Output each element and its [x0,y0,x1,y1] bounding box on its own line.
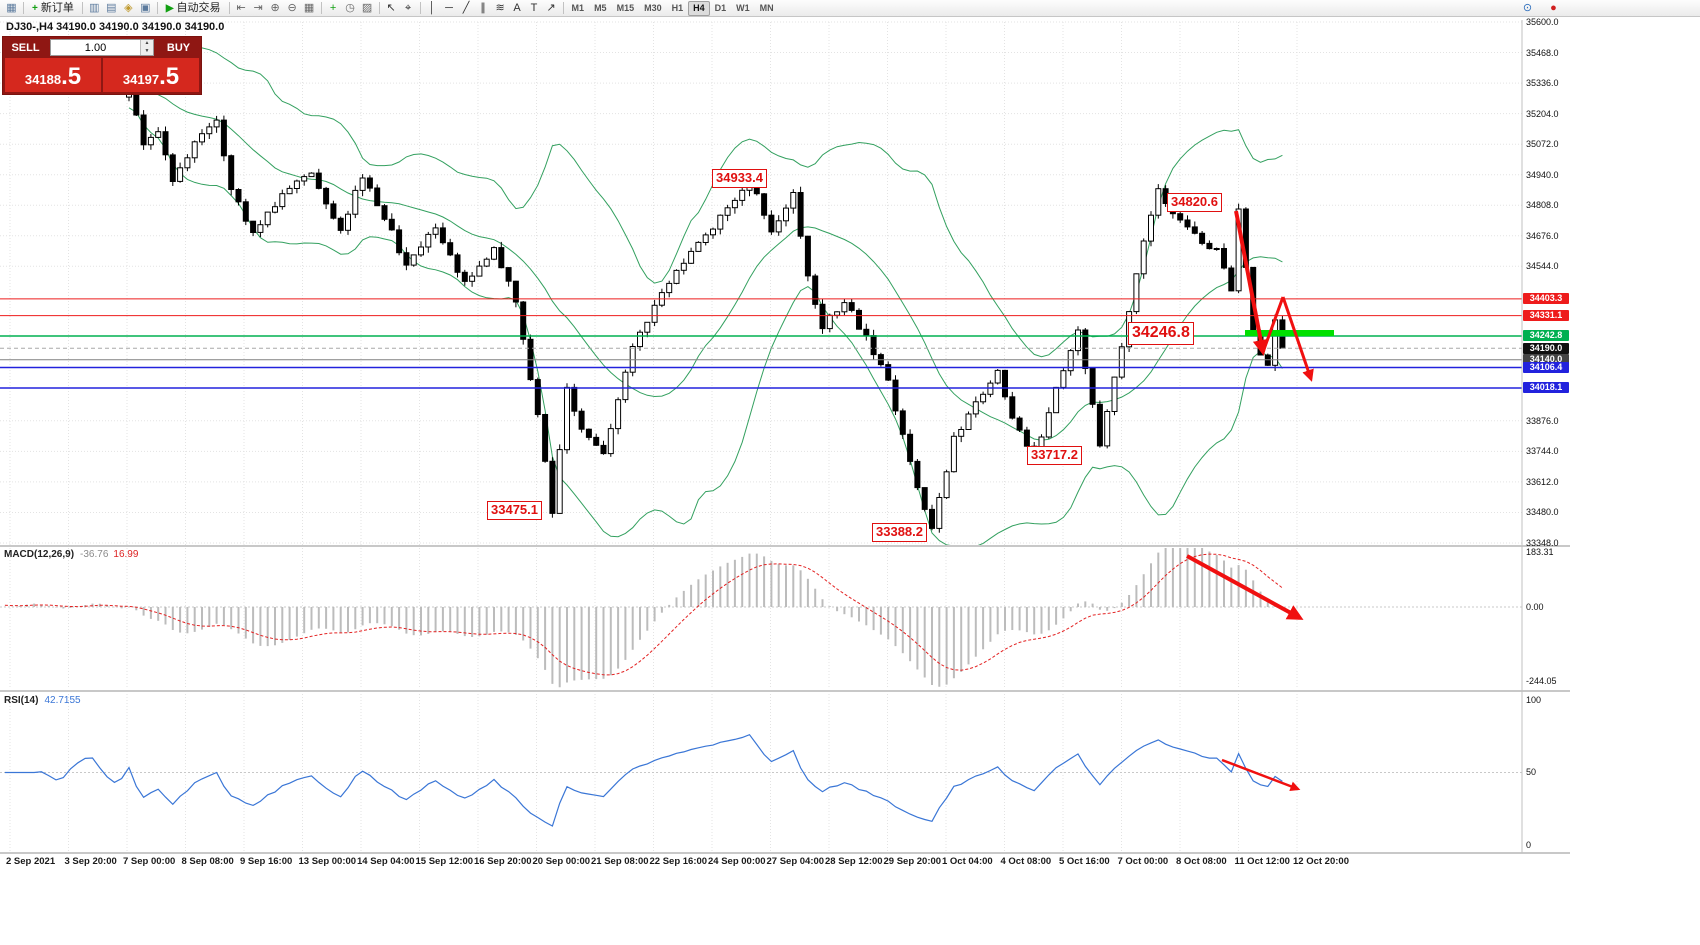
volume-input[interactable] [51,40,140,55]
new-chart-icon[interactable]: ▦ [6,1,17,14]
sell-price-frac: .5 [61,63,82,90]
tile-windows-icon[interactable]: ▦ [303,1,315,14]
price-drop-arrow-2[interactable] [1281,296,1314,382]
volume-field: ▲ ▼ [50,39,154,56]
timeframe-button-m30[interactable]: M30 [644,2,662,13]
oct-price-row: 34188.5 34197.5 [3,58,201,94]
channel-icon[interactable]: ∥ [480,1,486,14]
sell-price-main: 34188 [24,72,62,87]
timeframe-button-m5[interactable]: M5 [594,2,607,13]
price-retrace-line[interactable] [1261,296,1285,353]
buy-price-button[interactable]: 34197.5 [103,58,199,92]
data-window-icon[interactable]: ▤ [106,1,117,14]
volume-down-icon[interactable]: ▼ [141,47,153,55]
market-watch-icon[interactable]: ▥ [89,1,100,14]
buy-price-main: 34197 [122,72,160,87]
terminal-icon[interactable]: ▣ [140,1,151,14]
toolbar-left-group: ▦ + 新订单 ▥ ▤ ◈ ▣ ▶ 自动交易 ⇤ ⇥ ⊕ ⊖ ▦ + ◷ ▨ ↖ ⌖ │ ─ ╱ ∥ ≋ A T ↗ M1 M5 M15 M… [3,0,779,16]
search-icon[interactable]: ⊙ [1522,1,1533,14]
buy-button[interactable]: BUY [156,37,201,58]
auto-scroll-icon[interactable]: ⇥ [253,1,263,14]
autotrading-button-icon: ▶ [165,2,174,14]
new-order-button-icon: + [32,2,38,14]
volume-stepper: ▲ ▼ [140,40,153,55]
toolbar-separator [378,2,380,14]
toolbar-separator [419,2,421,14]
timeframe-button-w1[interactable]: W1 [736,2,750,13]
toolbar-right-group: ⊙ ● [1519,1,1562,16]
fibonacci-icon[interactable]: ≋ [495,1,505,14]
record-icon[interactable]: ● [1550,1,1557,14]
one-click-trading-panel: SELL ▲ ▼ BUY 34188.5 34197.5 [2,36,202,95]
timeframe-button-h1[interactable]: H1 [671,2,684,13]
templates-icon[interactable]: ▨ [361,1,373,14]
toolbar-separator [23,2,24,14]
symbol-ohlc-header: DJ30-,H4 34190.0 34190.0 34190.0 34190.0 [6,21,225,33]
toolbar-separator [562,2,564,14]
rsi-indicator [4,733,1283,827]
volume-up-icon[interactable]: ▲ [141,40,153,48]
trendline-icon[interactable]: ╱ [462,1,470,14]
text-label-icon[interactable]: T [530,1,538,14]
toolbar-separator [156,2,158,14]
oct-header-row: SELL ▲ ▼ BUY [3,37,201,58]
macd-down-arrow[interactable] [1186,554,1304,620]
main-toolbar: ▦ + 新订单 ▥ ▤ ◈ ▣ ▶ 自动交易 ⇤ ⇥ ⊕ ⊖ ▦ + ◷ ▨ ↖ ⌖ │ ─ ╱ ∥ ≋ A T ↗ M1 M5 M15 M… [0,0,1700,17]
timeframe-button-mn[interactable]: MN [759,2,774,13]
timeframe-button-m1[interactable]: M1 [571,2,585,13]
period-icon[interactable]: ◷ [345,1,355,14]
vertical-line-icon[interactable]: │ [428,1,436,14]
timeframe-button-d1[interactable]: D1 [714,2,727,13]
cursor-icon[interactable]: ↖ [386,1,396,14]
toolbar-separator [228,2,230,14]
chart-shift-icon[interactable]: ⇤ [236,1,246,14]
new-order-button[interactable]: + 新订单 [27,1,79,16]
crosshair-icon[interactable]: ⌖ [404,1,412,14]
toolbar-separator [81,2,83,14]
horizontal-level-lines[interactable] [0,298,1522,389]
autotrading-button-label: 自动交易 [176,1,221,14]
navigator-icon[interactable]: ◈ [124,1,133,14]
toolbar-separator [320,2,322,14]
drawn-arrows[interactable] [1186,210,1314,791]
sell-price-button[interactable]: 34188.5 [5,58,101,92]
buy-price-frac: .5 [159,63,180,90]
price-drop-arrow-1[interactable] [1234,210,1269,356]
arrows-tool-icon[interactable]: ↗ [546,1,556,14]
text-icon[interactable]: A [513,1,521,14]
insert-indicator-icon[interactable]: + [329,1,337,14]
zoom-in-icon[interactable]: ⊕ [270,1,280,14]
sell-button[interactable]: SELL [3,37,48,58]
timeframe-button-m15[interactable]: M15 [616,2,635,13]
autotrading-button[interactable]: ▶ 自动交易 [161,1,226,16]
timeframe-button-h4[interactable]: H4 [688,0,710,16]
rsi-down-arrow[interactable] [1221,758,1301,791]
horizontal-line-icon[interactable]: ─ [445,1,453,14]
new-order-button-label: 新订单 [40,1,74,14]
zoom-out-icon[interactable]: ⊖ [287,1,297,14]
grid-lines [0,21,1522,851]
candlesticks [126,75,1286,533]
macd-indicator [3,548,1284,688]
